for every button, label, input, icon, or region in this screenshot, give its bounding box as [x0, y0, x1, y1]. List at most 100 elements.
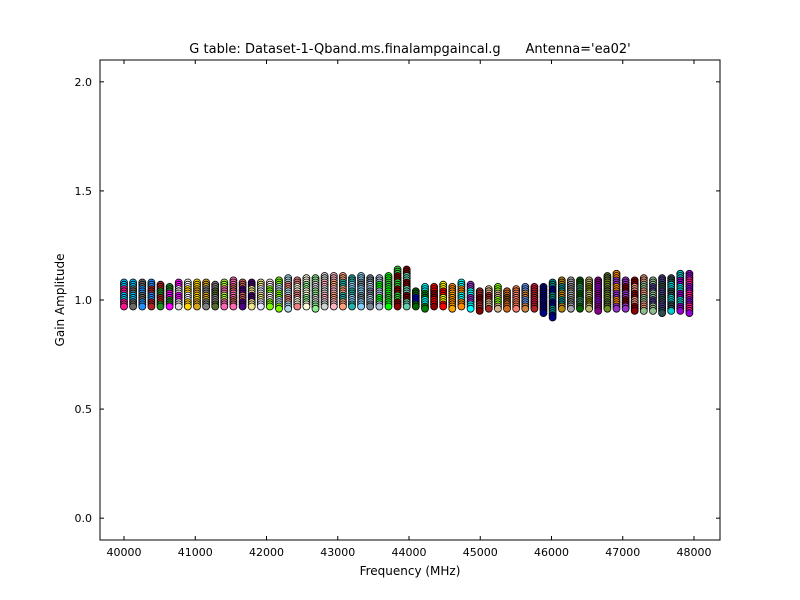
- frequency-column: [402, 265, 411, 311]
- data-point: [448, 304, 457, 313]
- frequency-column: [475, 287, 484, 315]
- data-point: [384, 302, 393, 311]
- data-point: [156, 302, 165, 311]
- data-point: [147, 302, 156, 311]
- data-point: [685, 309, 694, 318]
- data-point: [539, 309, 548, 318]
- frequency-column: [676, 269, 685, 315]
- data-points: [120, 265, 694, 322]
- x-tick-label: 46000: [534, 546, 569, 559]
- data-point: [293, 302, 302, 311]
- y-tick-label: 0.5: [75, 403, 93, 416]
- frequency-column: [138, 278, 147, 311]
- data-point: [585, 304, 593, 313]
- data-point: [329, 302, 338, 311]
- data-point: [357, 302, 366, 311]
- frequency-column: [421, 282, 429, 313]
- data-point: [183, 302, 192, 311]
- frequency-column: [366, 274, 375, 311]
- data-point: [639, 306, 648, 315]
- data-point: [265, 302, 274, 311]
- data-point: [411, 302, 420, 311]
- data-point: [457, 302, 466, 311]
- frequency-column: [238, 278, 247, 311]
- frequency-column: [576, 276, 584, 313]
- frequency-column: [265, 278, 274, 311]
- data-point: [211, 302, 220, 311]
- data-point: [484, 304, 493, 313]
- frequency-column: [147, 278, 156, 311]
- frequency-column: [448, 282, 457, 313]
- frequency-column: [530, 282, 539, 313]
- frequency-column: [165, 282, 174, 311]
- data-point: [594, 306, 603, 315]
- data-point: [466, 304, 475, 313]
- data-point: [247, 302, 256, 311]
- frequency-column: [457, 278, 466, 311]
- data-point: [174, 302, 183, 311]
- frequency-column: [193, 278, 201, 311]
- data-point: [621, 304, 630, 313]
- data-point: [193, 302, 201, 311]
- frequency-column: [503, 287, 511, 313]
- data-point: [220, 302, 229, 311]
- frequency-column: [658, 274, 666, 318]
- data-point: [567, 304, 575, 313]
- data-point: [530, 304, 539, 313]
- x-tick-label: 47000: [605, 546, 640, 559]
- frequency-column: [183, 278, 192, 311]
- data-point: [548, 313, 557, 322]
- frequency-column: [621, 276, 630, 313]
- frequency-column: [630, 276, 639, 315]
- frequency-column: [521, 282, 530, 313]
- frequency-column: [256, 278, 265, 311]
- chart-title: G table: Dataset-1-Qband.ms.finalampgain…: [189, 42, 630, 57]
- data-point: [439, 302, 448, 311]
- data-point: [129, 302, 138, 311]
- frequency-column: [211, 280, 220, 311]
- frequency-column: [639, 274, 648, 315]
- frequency-column: [667, 274, 676, 315]
- frequency-column: [357, 272, 366, 311]
- frequency-column: [129, 278, 138, 311]
- frequency-column: [174, 278, 183, 311]
- data-point: [238, 302, 247, 311]
- data-point: [630, 306, 639, 315]
- x-tick-label: 40000: [107, 546, 142, 559]
- data-point: [302, 302, 311, 311]
- frequency-column: [594, 276, 603, 315]
- frequency-column: [567, 276, 575, 313]
- frequency-column: [393, 265, 402, 311]
- frequency-column: [338, 272, 347, 311]
- data-point: [138, 302, 147, 311]
- y-tick-label: 1.5: [75, 185, 93, 198]
- axis-ticks: 40000 41000 42000 43000 44000 45000 46000 47000…: [75, 60, 720, 559]
- data-point: [493, 304, 502, 313]
- frequency-column: [320, 272, 329, 311]
- data-point: [658, 309, 666, 318]
- frequency-column: [220, 278, 229, 311]
- y-axis-label: Gain Amplitude: [53, 254, 67, 347]
- x-tick-label: 43000: [320, 546, 355, 559]
- frequency-column: [466, 280, 475, 313]
- y-tick-label: 0.0: [75, 512, 93, 525]
- frequency-column: [156, 280, 165, 311]
- x-tick-label: 45000: [463, 546, 498, 559]
- x-axis-label: Frequency (MHz): [360, 564, 461, 578]
- data-point: [521, 304, 530, 313]
- data-point: [402, 302, 411, 311]
- data-point: [202, 302, 211, 311]
- data-point: [649, 306, 657, 315]
- data-point: [430, 302, 439, 311]
- frequency-column: [311, 274, 320, 313]
- frequency-column: [384, 272, 393, 311]
- frequency-column: [348, 274, 356, 311]
- frequency-column: [539, 282, 548, 318]
- frequency-column: [293, 276, 302, 311]
- data-point: [667, 306, 676, 315]
- frequency-column: [275, 276, 283, 313]
- frequency-column: [484, 285, 493, 313]
- frequency-column: [430, 282, 439, 311]
- data-point: [229, 302, 238, 311]
